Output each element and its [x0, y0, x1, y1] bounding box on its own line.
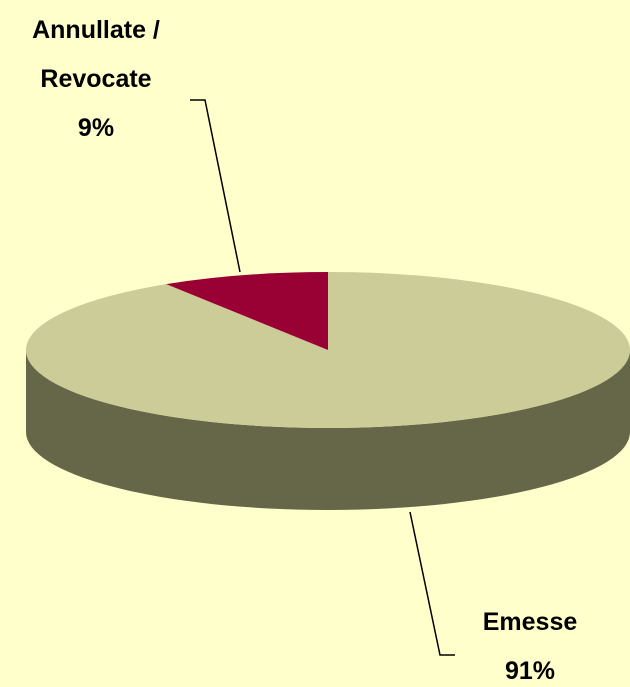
category-label: Emesse: [482, 608, 578, 636]
pie-slice: [166, 272, 328, 350]
value-label: 91%: [504, 657, 556, 685]
value-label: 9%: [77, 114, 115, 142]
category-label: Annullate / Revocate: [32, 16, 160, 93]
leader-line: [409, 511, 455, 656]
slice-label: Annullate / Revocate 9%: [28, 6, 164, 153]
pie-side: [26, 350, 630, 510]
slice-label: Emesse 91%: [440, 598, 620, 687]
leader-line: [190, 99, 241, 273]
pie-slice: [25, 272, 630, 429]
